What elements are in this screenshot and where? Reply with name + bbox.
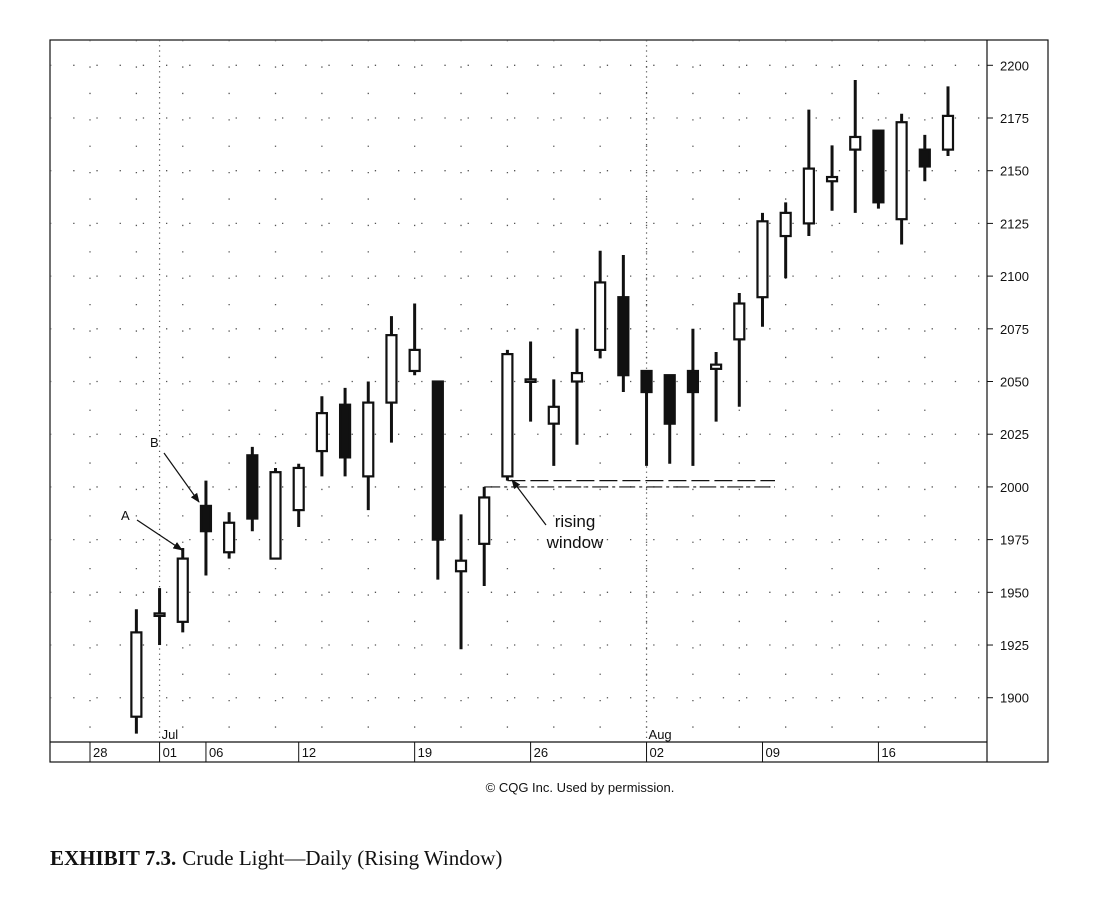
candle-body [478,496,491,545]
candle-body [686,369,700,394]
x-tick-label: 06 [209,745,223,760]
candle-body [199,504,213,533]
candle-body [176,557,189,623]
candle-body [825,175,839,183]
candle-body [547,405,560,425]
candle-body [315,412,328,453]
annotation-arrow [136,519,183,551]
x-tick-label: 28 [93,745,107,760]
candle-body [756,220,769,299]
candle-body [385,334,398,404]
candle-body [895,121,908,221]
x-tick-label: 12 [302,745,316,760]
x-tick-label: 02 [650,745,664,760]
y-tick-label: 1925 [1000,638,1029,653]
candle-body [617,296,630,377]
candle-body [941,114,955,151]
y-tick-label: 2075 [1000,322,1029,337]
candle-body [338,403,352,459]
frame [49,39,1049,763]
candle-body [849,135,862,151]
y-tick-label: 1975 [1000,533,1029,548]
x-tick-label: 19 [418,745,432,760]
y-tick-label: 2050 [1000,375,1029,390]
candle-body [779,211,792,238]
candle-body [524,378,537,384]
candle-body [872,129,885,204]
annotation: B [150,435,159,450]
candle-body [733,302,746,341]
candle-body [594,281,607,351]
candle-body [918,148,931,168]
x-tick-label: 26 [534,745,548,760]
caption-text: Crude Light—Daily (Rising Window) [182,846,502,870]
candle-body [223,521,236,554]
annotation: A [121,508,130,523]
y-tick-label: 2175 [1000,111,1029,126]
candle-body [130,631,143,718]
annotation-arrow [163,452,200,503]
annotation: rising window [546,512,604,552]
y-tick-label: 2150 [1000,164,1029,179]
annotation-arrow [511,479,547,526]
candle-body [431,380,444,541]
y-tick-label: 2100 [1000,269,1029,284]
y-tick-label: 2025 [1000,427,1029,442]
candle-body [710,363,723,370]
candle-body [292,466,305,512]
credit: © CQG Inc. Used by permission. [486,780,675,795]
candle-body [408,348,421,373]
candle-body [501,353,514,478]
caption: EXHIBIT 7.3. Crude Light—Daily (Rising Wi… [50,846,502,870]
x-tick-label: 16 [881,745,895,760]
y-tick-label: 1900 [1000,691,1029,706]
month-label: Jul [162,727,179,742]
candle-body [663,374,676,425]
x-tick-label: 01 [163,745,177,760]
candle-body [802,167,815,225]
candle-body [454,559,468,573]
candle-body [269,471,282,560]
candle-body [640,369,653,394]
month-label: Aug [649,727,672,742]
y-tick-label: 2200 [1000,58,1029,73]
candle-body [246,454,259,520]
candle-body [570,371,584,383]
y-tick-label: 2000 [1000,480,1029,495]
x-tick-label: 09 [765,745,779,760]
candle-body [153,612,166,618]
caption-label: EXHIBIT 7.3. [50,846,176,870]
y-tick-label: 1950 [1000,585,1029,600]
candle-body [362,401,375,478]
y-tick-label: 2125 [1000,216,1029,231]
